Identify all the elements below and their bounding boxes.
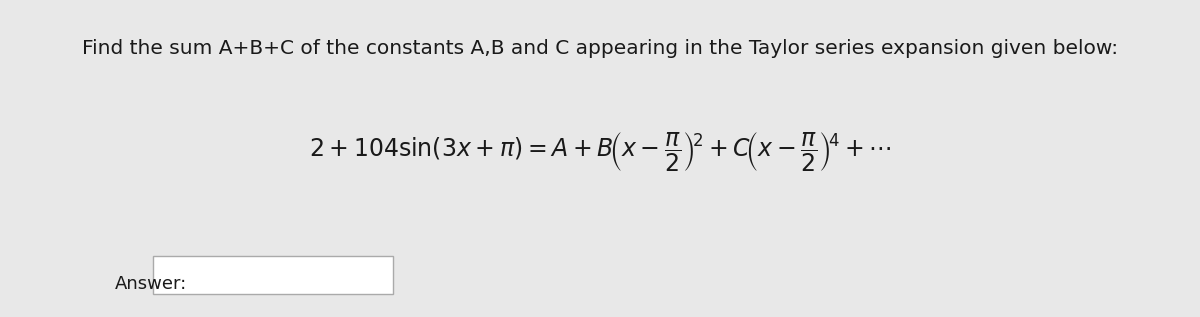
Text: Find the sum A+B+C of the constants A,B and C appearing in the Taylor series exp: Find the sum A+B+C of the constants A,B … [82, 39, 1118, 58]
FancyBboxPatch shape [152, 256, 392, 294]
Text: $2 + 104\sin(3x + \pi) = A + B\!\left(x - \dfrac{\pi}{2}\right)^{\!2} + C\!\left: $2 + 104\sin(3x + \pi) = A + B\!\left(x … [308, 131, 892, 174]
Text: Answer:: Answer: [114, 275, 187, 293]
